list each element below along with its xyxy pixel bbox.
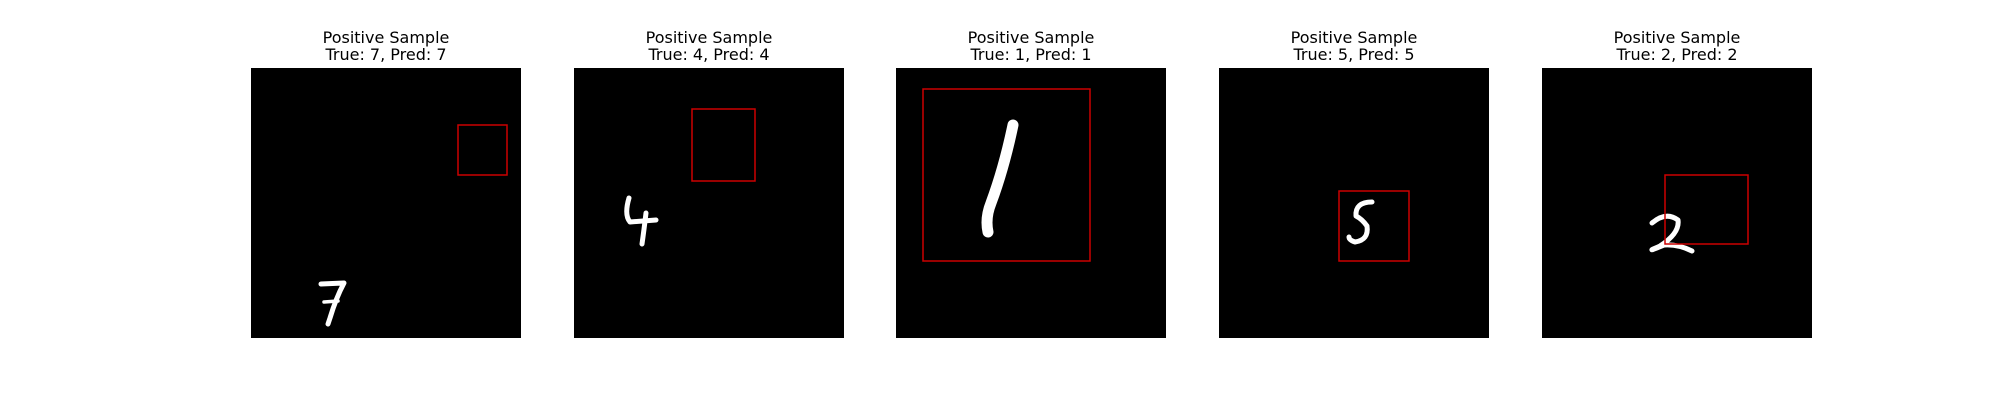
panel-title: Positive Sample <box>322 28 450 47</box>
bounding-box <box>1338 190 1410 262</box>
image-background <box>896 68 1166 338</box>
sample-panel-4: Positive Sample True: 5, Pred: 5 <box>1219 0 1489 400</box>
image-background <box>251 68 521 338</box>
digit-image <box>574 68 844 338</box>
handwritten-digit-2-icon <box>1649 213 1695 254</box>
panel-title: Positive Sample <box>1290 28 1418 47</box>
handwritten-digit-4-icon <box>624 195 659 247</box>
panel-subtitle: True: 7, Pred: 7 <box>325 45 447 64</box>
panel-subtitle: True: 4, Pred: 4 <box>648 45 770 64</box>
handwritten-digit-1-icon <box>981 119 1019 238</box>
digit-image <box>251 68 521 338</box>
handwritten-digit-7-icon <box>318 280 347 327</box>
panel-title: Positive Sample <box>645 28 773 47</box>
image-background <box>1542 68 1812 338</box>
bounding-box <box>691 108 756 182</box>
digit-image <box>1542 68 1812 338</box>
digit-image <box>896 68 1166 338</box>
panel-title: Positive Sample <box>967 28 1095 47</box>
bounding-box <box>1664 174 1749 245</box>
sample-panel-1: Positive Sample True: 7, Pred: 7 <box>251 0 521 400</box>
bounding-box <box>457 124 508 176</box>
panel-subtitle: True: 1, Pred: 1 <box>970 45 1092 64</box>
image-background <box>574 68 844 338</box>
panel-subtitle: True: 5, Pred: 5 <box>1293 45 1415 64</box>
panel-title: Positive Sample <box>1613 28 1741 47</box>
sample-panel-5: Positive Sample True: 2, Pred: 2 <box>1542 0 1812 400</box>
digit-image <box>1219 68 1489 338</box>
image-background <box>1219 68 1489 338</box>
sample-panel-2: Positive Sample True: 4, Pred: 4 <box>574 0 844 400</box>
handwritten-digit-5-icon <box>1346 199 1375 245</box>
sample-panel-3: Positive Sample True: 1, Pred: 1 <box>896 0 1166 400</box>
bounding-box <box>922 88 1091 262</box>
panel-subtitle: True: 2, Pred: 2 <box>1616 45 1738 64</box>
